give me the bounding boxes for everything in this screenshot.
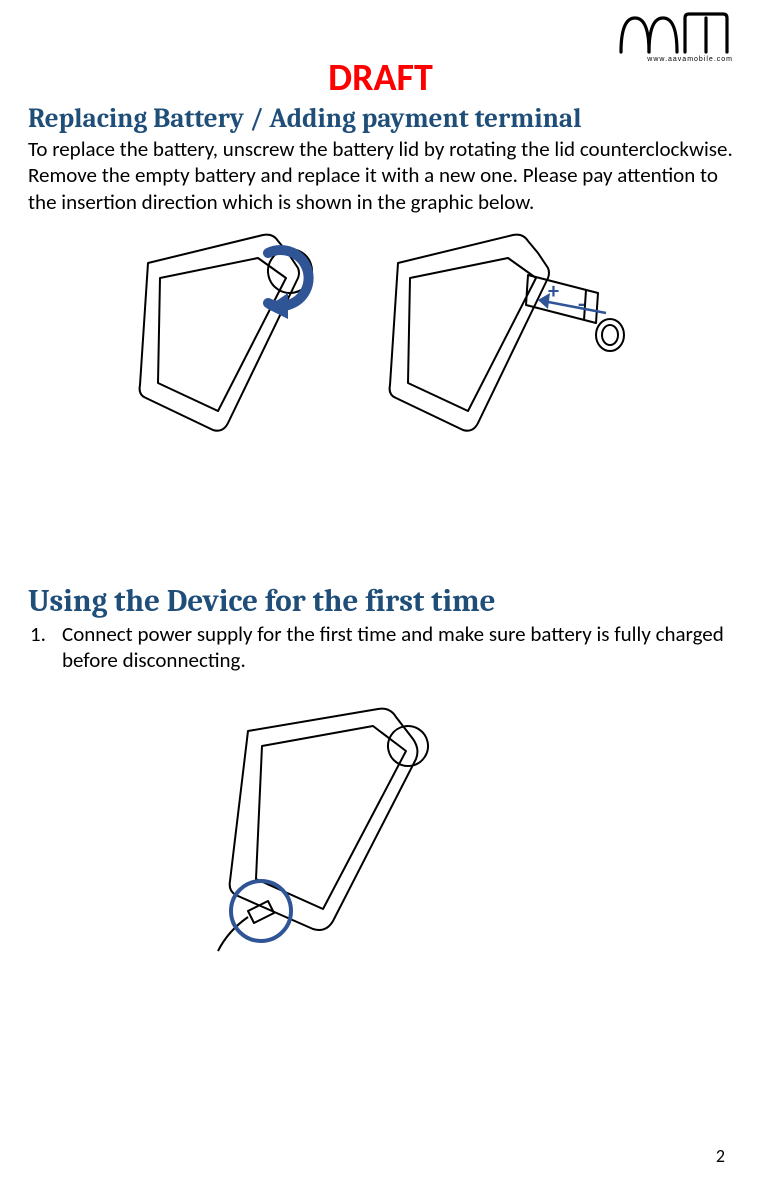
battery-plus-label: +: [548, 277, 559, 304]
device-unscrew-icon: [118, 223, 358, 443]
section-2-heading: Using the Device for the first time: [28, 583, 733, 619]
list-item: 1. Connect power supply for the first ti…: [28, 621, 733, 674]
page-number: 2: [716, 1145, 725, 1167]
page-container: www.aavamobile.com DRAFT Replacing Batte…: [0, 0, 761, 1185]
list-number: 1.: [28, 621, 62, 674]
battery-minus-label: -: [578, 290, 585, 317]
list-item-text: Connect power supply for the first time …: [62, 621, 733, 674]
device-charging-icon: [178, 701, 478, 961]
logo-icon: [613, 10, 733, 58]
figure-charging: [28, 701, 733, 966]
brand-logo: www.aavamobile.com: [613, 10, 733, 63]
device-battery-insert-icon: + -: [388, 223, 628, 443]
section-1-heading: Replacing Battery / Adding payment termi…: [28, 103, 733, 134]
figure-row-battery: + -: [28, 223, 733, 443]
logo-url-text: www.aavamobile.com: [613, 56, 733, 63]
spacer: [28, 443, 733, 583]
section-1-body: To replace the battery, unscrew the batt…: [28, 136, 733, 215]
